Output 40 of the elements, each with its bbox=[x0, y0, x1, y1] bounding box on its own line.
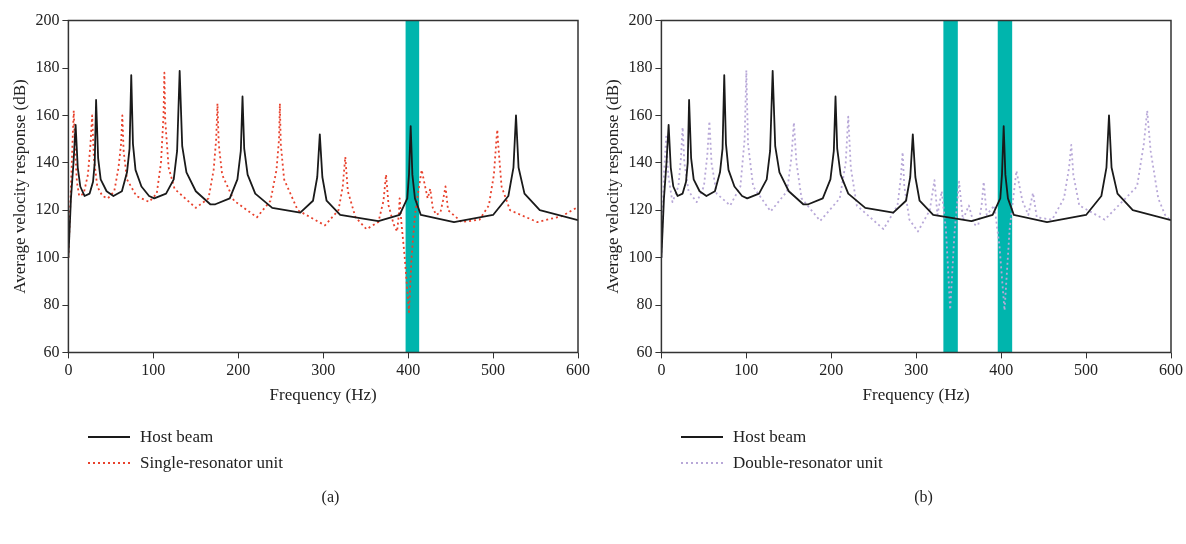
y-tick-label: 80 bbox=[43, 295, 60, 313]
x-tick-label: 0 bbox=[64, 361, 73, 379]
y-tick-label: 200 bbox=[628, 10, 653, 28]
x-tick-label: 200 bbox=[819, 361, 844, 379]
y-tick-label: 60 bbox=[43, 342, 60, 360]
x-tick-label: 400 bbox=[989, 361, 1014, 379]
x-tick-label: 200 bbox=[226, 361, 251, 379]
text: (b) bbox=[913, 488, 934, 506]
x-tick-label: 0 bbox=[657, 361, 666, 379]
text: (a) bbox=[320, 488, 341, 506]
x-tick-label: 500 bbox=[1074, 361, 1099, 379]
y-tick-label: 120 bbox=[35, 200, 60, 218]
x-tick-label: 400 bbox=[396, 361, 421, 379]
legend-label: Single-resonator unit bbox=[140, 453, 284, 473]
y-tick-label: 80 bbox=[636, 295, 653, 313]
y-tick-label: 100 bbox=[35, 247, 60, 265]
x-axis-title: Frequency (Hz) bbox=[862, 385, 970, 405]
y-tick-label: 60 bbox=[636, 342, 653, 360]
x-tick-label: 300 bbox=[311, 361, 336, 379]
x-tick-label: 600 bbox=[566, 361, 590, 379]
x-tick-label: 100 bbox=[734, 361, 759, 379]
y-tick-label: 100 bbox=[628, 247, 653, 265]
y-tick-label: 160 bbox=[35, 105, 60, 123]
x-tick-label: 300 bbox=[904, 361, 929, 379]
y-axis-title: Average velocity response (dB) bbox=[602, 79, 622, 294]
y-tick-label: 200 bbox=[35, 10, 60, 28]
y-axis-title: Average velocity response (dB) bbox=[9, 79, 29, 294]
x-tick-label: 600 bbox=[1159, 361, 1183, 379]
y-tick-label: 160 bbox=[628, 105, 653, 123]
x-axis-title: Frequency (Hz) bbox=[269, 385, 377, 405]
x-tick-label: 500 bbox=[481, 361, 506, 379]
legend-label: Host beam bbox=[140, 427, 214, 447]
y-tick-label: 140 bbox=[628, 153, 653, 170]
y-tick-label: 180 bbox=[35, 58, 60, 76]
legend-label: Host beam bbox=[733, 427, 807, 447]
x-tick-label: 100 bbox=[141, 361, 166, 379]
legend-label: Double-resonator unit bbox=[733, 453, 883, 473]
y-tick-label: 140 bbox=[35, 153, 60, 170]
y-tick-label: 120 bbox=[628, 200, 653, 218]
y-tick-label: 180 bbox=[628, 58, 653, 76]
